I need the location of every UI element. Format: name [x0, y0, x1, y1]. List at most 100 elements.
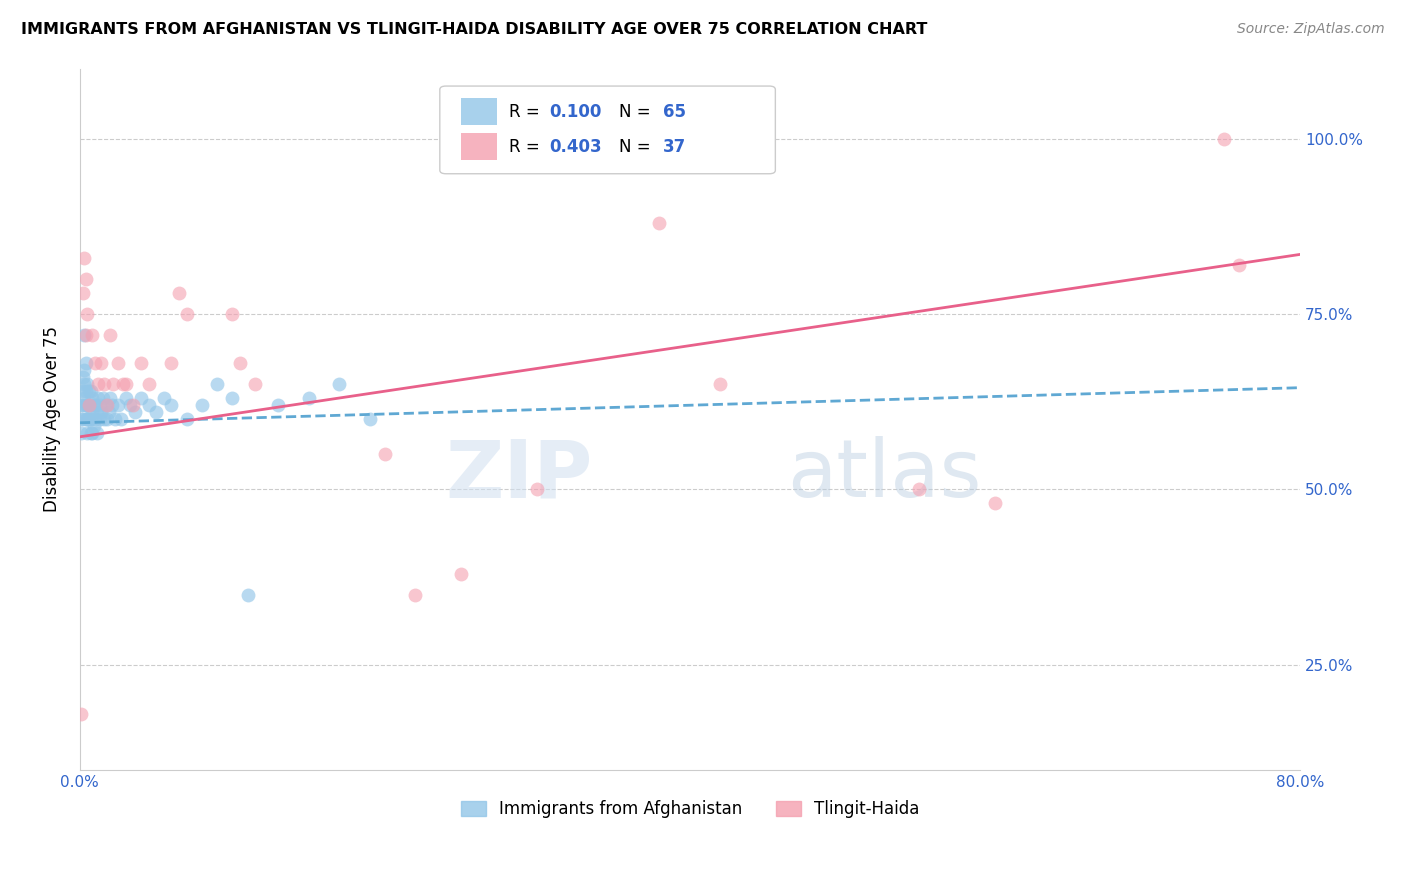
Text: 0.100: 0.100 — [550, 103, 602, 121]
Point — [76, 398, 98, 412]
Point — [129, 356, 152, 370]
Point — [87, 377, 110, 392]
Point — [526, 483, 548, 497]
Point — [96, 398, 118, 412]
Point — [107, 398, 129, 412]
Point — [229, 356, 252, 370]
Point — [72, 398, 94, 412]
Point — [191, 398, 214, 412]
Point — [75, 328, 97, 343]
Point — [70, 412, 93, 426]
Point — [77, 384, 100, 399]
Point — [1212, 131, 1234, 145]
Point — [80, 405, 103, 419]
Point — [221, 307, 243, 321]
Point — [79, 384, 101, 399]
Point — [75, 398, 97, 412]
Point — [83, 398, 105, 412]
Point — [104, 412, 127, 426]
Point — [76, 307, 98, 321]
Point — [236, 588, 259, 602]
Text: atlas: atlas — [787, 436, 981, 515]
Point — [73, 391, 96, 405]
Point — [76, 426, 98, 441]
Text: N =: N = — [619, 103, 657, 121]
Point — [73, 251, 96, 265]
Point — [80, 391, 103, 405]
FancyBboxPatch shape — [461, 98, 498, 125]
Point — [90, 405, 112, 419]
FancyBboxPatch shape — [461, 133, 498, 160]
Point — [80, 328, 103, 343]
Point — [359, 412, 381, 426]
Point — [70, 706, 93, 721]
Point — [96, 412, 118, 426]
Point — [648, 216, 671, 230]
Point — [450, 566, 472, 581]
Point — [298, 391, 321, 405]
Point — [111, 377, 134, 392]
Text: 0.403: 0.403 — [550, 138, 602, 156]
Point — [80, 426, 103, 441]
Point — [101, 398, 124, 412]
Y-axis label: Disability Age Over 75: Disability Age Over 75 — [44, 326, 60, 512]
Point — [100, 391, 122, 405]
Point — [124, 405, 146, 419]
Point — [72, 370, 94, 384]
Text: ZIP: ZIP — [446, 436, 592, 515]
Point — [72, 412, 94, 426]
Point — [145, 405, 167, 419]
Point — [83, 419, 105, 434]
Text: Source: ZipAtlas.com: Source: ZipAtlas.com — [1237, 22, 1385, 37]
Point — [267, 398, 290, 412]
Point — [176, 412, 198, 426]
Point — [77, 412, 100, 426]
Point — [94, 398, 117, 412]
Point — [70, 398, 93, 412]
Point — [87, 391, 110, 405]
Point — [84, 412, 107, 426]
Point — [245, 377, 267, 392]
Point — [89, 412, 111, 426]
Point — [1227, 258, 1250, 272]
Point — [221, 391, 243, 405]
Point — [76, 377, 98, 392]
Point — [114, 391, 136, 405]
Point — [75, 272, 97, 286]
Point — [76, 412, 98, 426]
Point — [114, 377, 136, 392]
Point — [110, 412, 132, 426]
Text: R =: R = — [509, 103, 546, 121]
Point — [89, 398, 111, 412]
Point — [103, 377, 125, 392]
Point — [84, 398, 107, 412]
Point — [93, 377, 115, 392]
Point — [79, 412, 101, 426]
Point — [72, 384, 94, 399]
Point — [160, 356, 183, 370]
Text: IMMIGRANTS FROM AFGHANISTAN VS TLINGIT-HAIDA DISABILITY AGE OVER 75 CORRELATION : IMMIGRANTS FROM AFGHANISTAN VS TLINGIT-H… — [21, 22, 928, 37]
Point — [907, 483, 929, 497]
Point — [328, 377, 350, 392]
Point — [90, 356, 112, 370]
Point — [72, 285, 94, 300]
Point — [77, 398, 100, 412]
Point — [404, 588, 426, 602]
Point — [120, 398, 142, 412]
Point — [100, 328, 122, 343]
Point — [75, 356, 97, 370]
Point — [176, 307, 198, 321]
Text: R =: R = — [509, 138, 546, 156]
Text: N =: N = — [619, 138, 657, 156]
Point — [75, 384, 97, 399]
Point — [160, 398, 183, 412]
Point — [205, 377, 228, 392]
Point — [138, 377, 160, 392]
Point — [86, 405, 108, 419]
Point — [984, 496, 1007, 510]
Point — [84, 356, 107, 370]
FancyBboxPatch shape — [440, 86, 775, 174]
Point — [152, 391, 174, 405]
Point — [70, 426, 93, 441]
Point — [129, 391, 152, 405]
